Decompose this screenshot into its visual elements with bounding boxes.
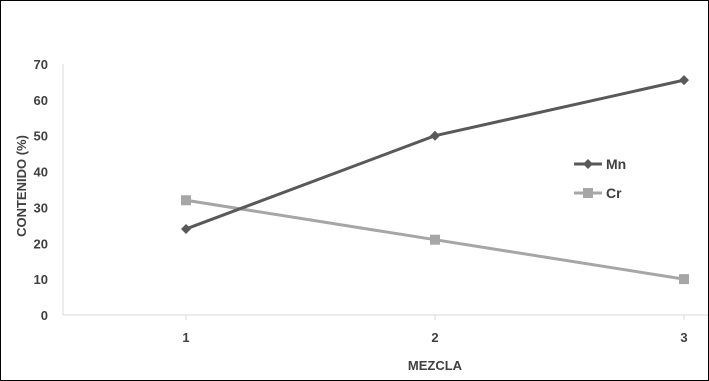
y-tick-label: 0	[41, 308, 48, 323]
data-point-cr	[430, 234, 440, 245]
y-tick-label: 50	[34, 129, 48, 144]
data-point-mn	[181, 223, 191, 234]
y-tick-label: 20	[34, 236, 48, 251]
legend: Mn Cr	[574, 156, 626, 201]
y-tick-label: 70	[34, 57, 48, 72]
x-axis-title: MEZCLA	[408, 358, 463, 373]
y-axis: 0 10 20 30 40 50 60 70	[34, 57, 64, 323]
series-line-mn	[184, 78, 686, 231]
data-point-mn	[430, 130, 440, 141]
data-point-mn	[679, 75, 689, 86]
data-point-cr	[181, 195, 191, 206]
y-tick-label: 60	[34, 93, 48, 108]
x-tick-label: 3	[680, 330, 687, 345]
legend-marker-square	[583, 188, 593, 198]
legend-label: Mn	[606, 156, 626, 172]
legend-marker-diamond	[583, 159, 593, 169]
y-tick-label: 40	[34, 165, 48, 180]
series-layer	[181, 75, 689, 285]
y-axis-title: CONTENIDO (%)	[14, 135, 29, 237]
x-tick-label: 1	[182, 330, 189, 345]
x-tick-label: 2	[431, 330, 438, 345]
y-tick-label: 30	[34, 200, 48, 215]
legend-label: Cr	[606, 185, 622, 201]
y-tick-label: 10	[34, 272, 48, 287]
data-point-cr	[679, 274, 689, 285]
x-axis: 1 2 3	[63, 314, 708, 345]
